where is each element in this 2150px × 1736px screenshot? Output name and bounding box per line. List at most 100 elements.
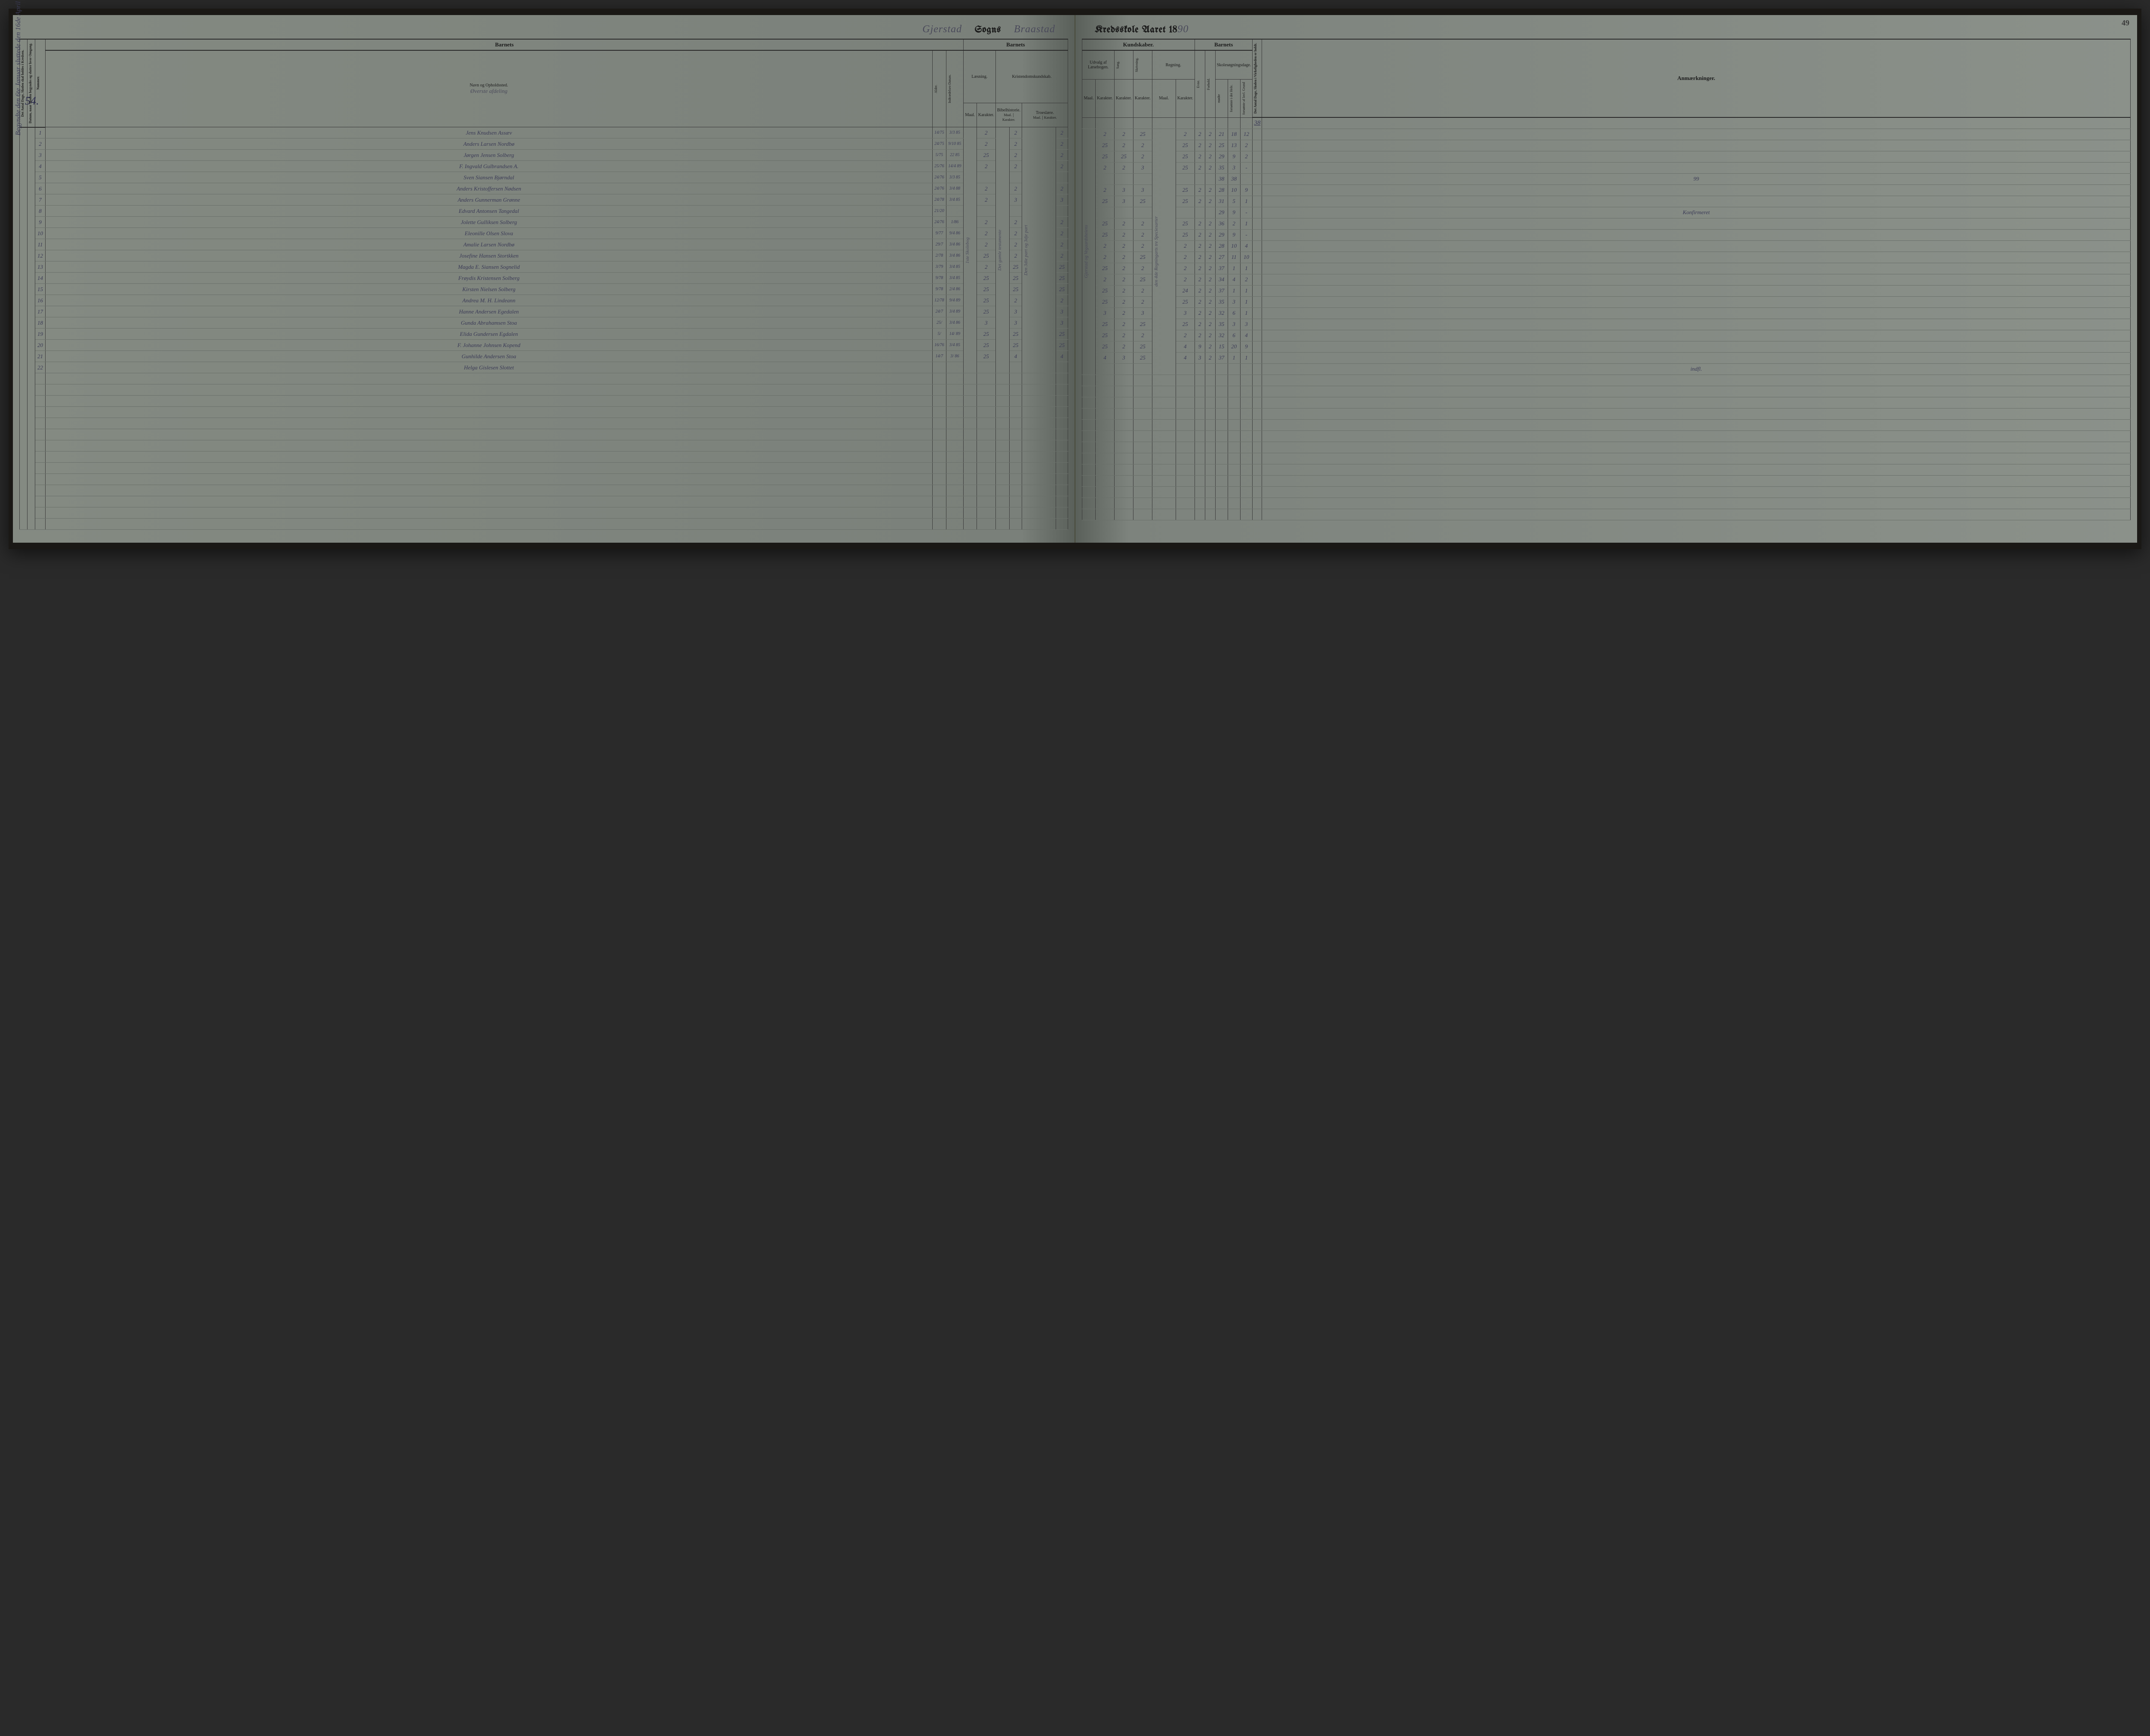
table-row: 20F. Johanne Johnsen Kopend16/763/4 8525… bbox=[20, 340, 1068, 351]
empty-row bbox=[20, 407, 1068, 418]
regn-kar: 25 bbox=[1176, 319, 1195, 330]
row-number: 16 bbox=[35, 295, 46, 306]
sang-kar: 2 bbox=[1114, 341, 1133, 352]
udvalg-kar: 25 bbox=[1096, 196, 1115, 207]
forhold bbox=[1205, 173, 1215, 184]
hdr-sang: Sang. bbox=[1116, 59, 1121, 71]
table-row: 14Frøydis Kristensen Solberg9/783/4 8525… bbox=[20, 273, 1068, 284]
student-name: Sven Siansen Bjørndal bbox=[46, 172, 933, 183]
age: 16/76 bbox=[932, 340, 946, 351]
evne: 2 bbox=[1195, 184, 1205, 196]
row-number: 7 bbox=[35, 194, 46, 206]
hdr-udv-kar: Karakter. bbox=[1096, 80, 1115, 118]
empty-row bbox=[20, 474, 1068, 485]
actual-days bbox=[1253, 218, 1262, 229]
row-number: 18 bbox=[35, 317, 46, 329]
troes-kar: 3 bbox=[1056, 317, 1068, 329]
modte: 38 bbox=[1215, 173, 1228, 184]
udvalg-kar: 2 bbox=[1096, 240, 1115, 252]
hdr-laes-kar: Karakter. bbox=[977, 103, 995, 127]
student-name: Eleonille Olsen Slova bbox=[46, 228, 933, 239]
table-row: 21Gunhilde Andersen Stoa14/73/ 862544 bbox=[20, 351, 1068, 362]
student-name: Frøydis Kristensen Solberg bbox=[46, 273, 933, 284]
sang-kar: 2 bbox=[1114, 162, 1133, 173]
laes-kar: 25 bbox=[977, 250, 995, 261]
bibel-kar: 25 bbox=[1009, 340, 1022, 351]
skriv-kar: 2 bbox=[1133, 330, 1152, 341]
sang-kar: 2 bbox=[1114, 330, 1133, 341]
regn-kar bbox=[1176, 363, 1195, 375]
table-row: 5Sven Siansen Bjørndal24/763/3 85 bbox=[20, 172, 1068, 183]
laes-kar: 25 bbox=[977, 295, 995, 306]
fors-lovl: - bbox=[1240, 207, 1253, 218]
evne: 2 bbox=[1195, 129, 1205, 140]
student-name: Amalie Larsen Nordbø bbox=[46, 239, 933, 250]
laes-kar: 25 bbox=[977, 329, 995, 340]
skriv-kar: 25 bbox=[1133, 196, 1152, 207]
skriv-kar: 3 bbox=[1133, 307, 1152, 319]
troes-kar: 25 bbox=[1056, 261, 1068, 273]
row-number: 21 bbox=[35, 351, 46, 362]
hdr-troes: Troeslære. Maal. | Karakter. bbox=[1022, 103, 1068, 127]
row-number: 14 bbox=[35, 273, 46, 284]
forhold: 2 bbox=[1205, 140, 1215, 151]
troes-kar: 3 bbox=[1056, 194, 1068, 206]
actual-days bbox=[1253, 129, 1262, 140]
remark bbox=[1262, 285, 2131, 296]
age: 9/77 bbox=[932, 228, 946, 239]
hdr-navn: Navn og Opholdssted. Øverste afdeling bbox=[46, 50, 933, 127]
row-number: 9 bbox=[35, 217, 46, 228]
laes-kar bbox=[977, 206, 995, 217]
sang-kar bbox=[1114, 363, 1133, 375]
troes-kar: 3 bbox=[1056, 306, 1068, 317]
hdr-fors2: forsømte af lovl. Grund bbox=[1242, 80, 1247, 117]
age: 25/ bbox=[932, 317, 946, 329]
row-number: 8 bbox=[35, 206, 46, 217]
fors-hele: 10 bbox=[1228, 240, 1240, 252]
student-name: Andrea M. H. Lindeann bbox=[46, 295, 933, 306]
laes-kar: 2 bbox=[977, 138, 995, 150]
bibel-kar: 3 bbox=[1009, 306, 1022, 317]
bibel-kar: 2 bbox=[1009, 250, 1022, 261]
actual-days bbox=[1253, 263, 1262, 274]
remark bbox=[1262, 218, 2131, 229]
actual-days bbox=[1253, 229, 1262, 240]
sang-kar: 2 bbox=[1114, 319, 1133, 330]
modte bbox=[1215, 363, 1228, 375]
fors-hele: 2 bbox=[1228, 218, 1240, 229]
table-row: 6Anders Kristoffersen Nødsen24/763/4 882… bbox=[20, 183, 1068, 194]
udvalg-kar: 2 bbox=[1096, 252, 1115, 263]
actual-days bbox=[1253, 341, 1262, 352]
evne: 2 bbox=[1195, 319, 1205, 330]
modte: 34 bbox=[1215, 274, 1228, 285]
sang-kar: 2 bbox=[1114, 240, 1133, 252]
table-row: 2Anders Larsen Nordbø24/759/10 85222 bbox=[20, 138, 1068, 150]
table-row: 2225222271110 bbox=[1082, 252, 2131, 263]
evne: 2 bbox=[1195, 229, 1205, 240]
fors-hele: 9 bbox=[1228, 229, 1240, 240]
row-number: 17 bbox=[35, 306, 46, 317]
fors-lovl: 10 bbox=[1240, 252, 1253, 263]
entry-date: 14/4 89 bbox=[946, 161, 963, 172]
evne bbox=[1195, 173, 1205, 184]
entry-date: 3/3 85 bbox=[946, 127, 963, 138]
title-left: Gjerstad Sogns Braastad bbox=[19, 24, 1068, 35]
entry-date: 3/4 86 bbox=[946, 239, 963, 250]
fors-lovl: 1 bbox=[1240, 296, 1253, 307]
fors-hele: 3 bbox=[1228, 162, 1240, 173]
evne bbox=[1195, 363, 1205, 375]
modte: 36 bbox=[1215, 218, 1228, 229]
forhold: 2 bbox=[1205, 263, 1215, 274]
total-38: 38 bbox=[1253, 117, 1262, 129]
skriv-kar: 25 bbox=[1133, 319, 1152, 330]
hdr-kund: Kundskaber. bbox=[1082, 39, 1195, 50]
bibel-maal-col: Det gamle testamente bbox=[995, 127, 1009, 373]
entry-date: 14/ 89 bbox=[946, 329, 963, 340]
empty-row bbox=[1082, 498, 2131, 509]
forhold: 2 bbox=[1205, 307, 1215, 319]
troes-kar bbox=[1056, 206, 1068, 217]
entry-date: 3/ 86 bbox=[946, 351, 963, 362]
modte: 31 bbox=[1215, 196, 1228, 207]
entry-date: 22 85 bbox=[946, 150, 963, 161]
evne: 2 bbox=[1195, 162, 1205, 173]
